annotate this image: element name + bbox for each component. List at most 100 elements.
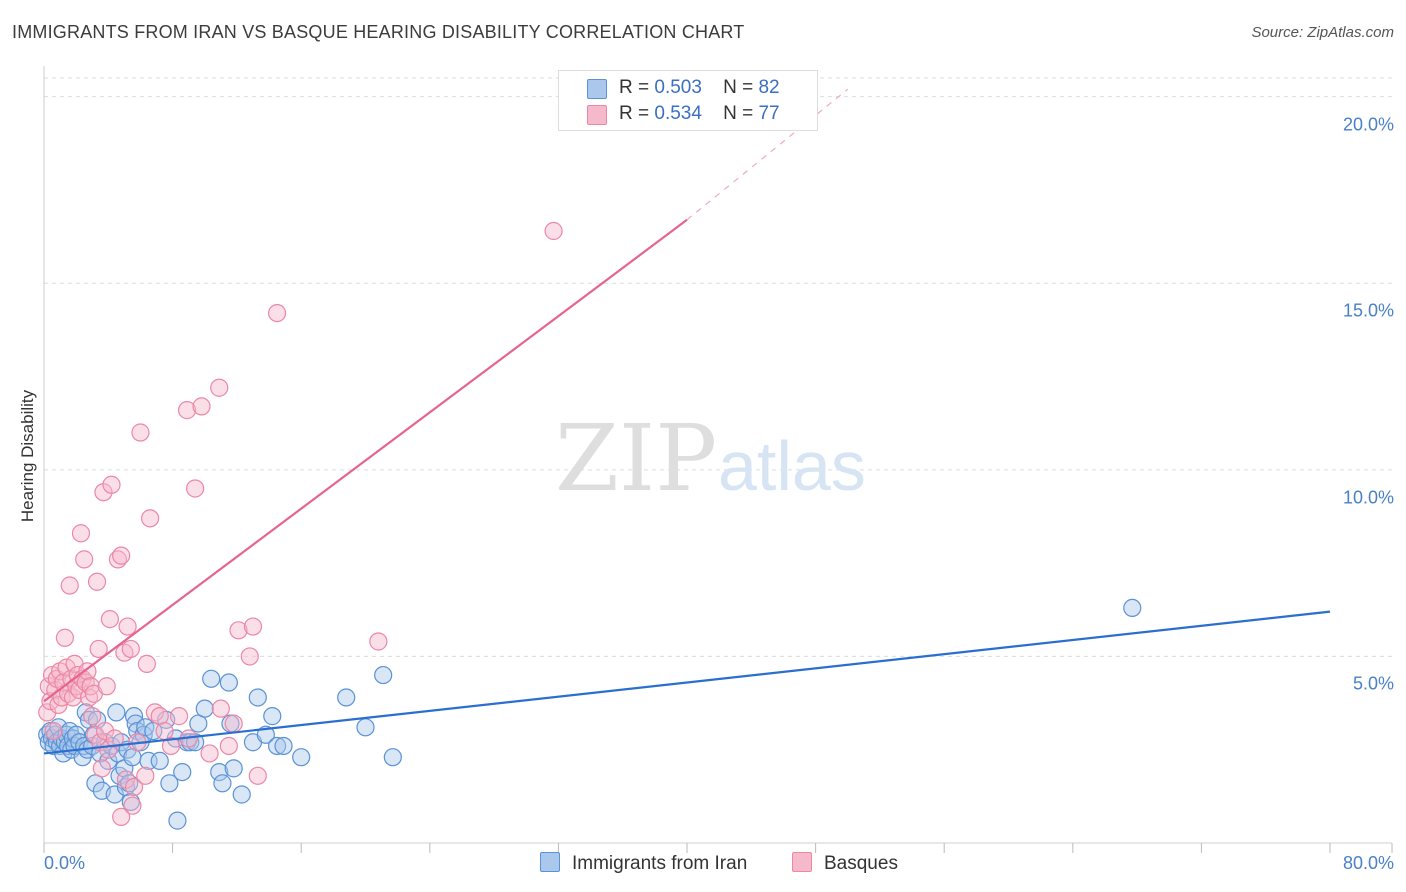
basque-point [200,744,219,763]
basque-point [131,423,150,442]
chart-title: IMMIGRANTS FROM IRAN VS BASQUE HEARING D… [12,22,745,42]
basque-point [544,221,563,241]
basque-point [87,572,107,591]
basque-point [71,524,91,543]
basque-point [140,509,160,528]
y-tick-label-15: 15.0% [1342,300,1394,321]
iran-point [107,703,126,722]
x-tick-label-max: 80.0% [1342,853,1394,873]
iran-point [173,762,192,782]
iran-point [1123,598,1142,618]
basque-point [229,621,248,640]
basque-point [70,680,89,700]
iran-point [224,759,243,778]
iran-point [210,762,229,782]
iran-point [292,748,311,767]
basque-point [112,546,131,565]
basque-point [124,777,144,797]
basque-point [44,721,63,741]
basque-point [95,721,115,741]
trend-lines [43,88,1331,755]
iran-point [195,699,214,718]
basque-point [192,397,211,416]
legend-n-label: N = [723,103,754,124]
iran-point [219,673,238,692]
basque-point [369,632,388,651]
basque-point [100,609,120,629]
iran-point [168,811,187,830]
data-points [38,221,1142,830]
iran-point [337,688,356,707]
basque-point [75,550,94,569]
basque-point [112,807,131,826]
watermark: ZIP atlas [555,405,866,512]
basque-point [136,766,155,785]
basque-point [105,729,124,748]
legend-swatch-blue [587,79,607,99]
legend-r-value: 0.503 [654,77,702,98]
basque-point [121,639,140,659]
source-label: Source: ZipAtlas.com [1251,24,1394,41]
legend-r-value: 0.534 [654,103,702,124]
basque-point [219,736,238,756]
basque-point [211,699,230,718]
legend-n-label: N = [723,77,754,98]
basque-point [240,647,259,666]
bottom-legend-swatch-pink [792,852,812,872]
legend-r-label: R = [619,103,650,124]
stats-legend: R = 0.503 N = 82 R = 0.534 N = 77 [558,70,818,131]
iran-point [213,774,232,793]
basque-point [248,766,267,785]
basque-point [123,796,142,815]
basque-point [169,707,189,726]
basque-point [55,628,74,647]
basque-point [63,688,83,707]
iran-point [150,751,169,771]
iran-point [202,669,221,688]
legend-n-value: 77 [758,103,780,124]
iran-point [274,736,293,756]
watermark-zip: ZIP [555,405,717,512]
basque-point [267,303,287,323]
iran-point [383,748,402,767]
iran-trend-line [43,610,1331,755]
legend-n-value: 82 [758,77,780,98]
bottom-legend-basques: Basques [792,852,898,875]
bottom-legend-iran: Immigrants from Iran [540,852,747,875]
bottom-legend-label: Basques [824,853,898,874]
iran-point [374,665,393,685]
iran-point [124,707,144,726]
x-tick-label-min: 0.0% [44,853,86,873]
basque-point [102,475,121,494]
basque-trend-extension [686,88,849,221]
basque-point [97,677,116,696]
basque-point [210,378,229,397]
basque-point [186,479,205,498]
basque-point [177,401,197,420]
basque-point [243,617,263,636]
axes [43,66,1393,853]
basque-trend-line [43,218,688,703]
iran-point [248,688,267,707]
basque-point [83,707,102,726]
basque-point [224,714,243,733]
bottom-legend-label: Immigrants from Iran [572,853,748,874]
basque-point [137,654,156,673]
basque-point [118,617,137,636]
watermark-atlas: atlas [718,427,866,505]
y-tick-label-5: 5.0% [1352,673,1394,694]
iran-point [267,736,287,756]
iran-point [356,718,375,737]
iran-point [263,707,282,726]
basque-point [78,662,97,681]
basque-point [92,759,111,778]
legend-swatch-pink [587,105,607,125]
legend-r-label: R = [619,77,650,98]
iran-point [232,785,251,804]
iran-point [160,774,179,793]
y-tick-label-10: 10.0% [1342,487,1394,508]
bottom-legend-swatch-blue [540,852,560,872]
basque-point [89,639,108,659]
basque-point [161,736,181,756]
